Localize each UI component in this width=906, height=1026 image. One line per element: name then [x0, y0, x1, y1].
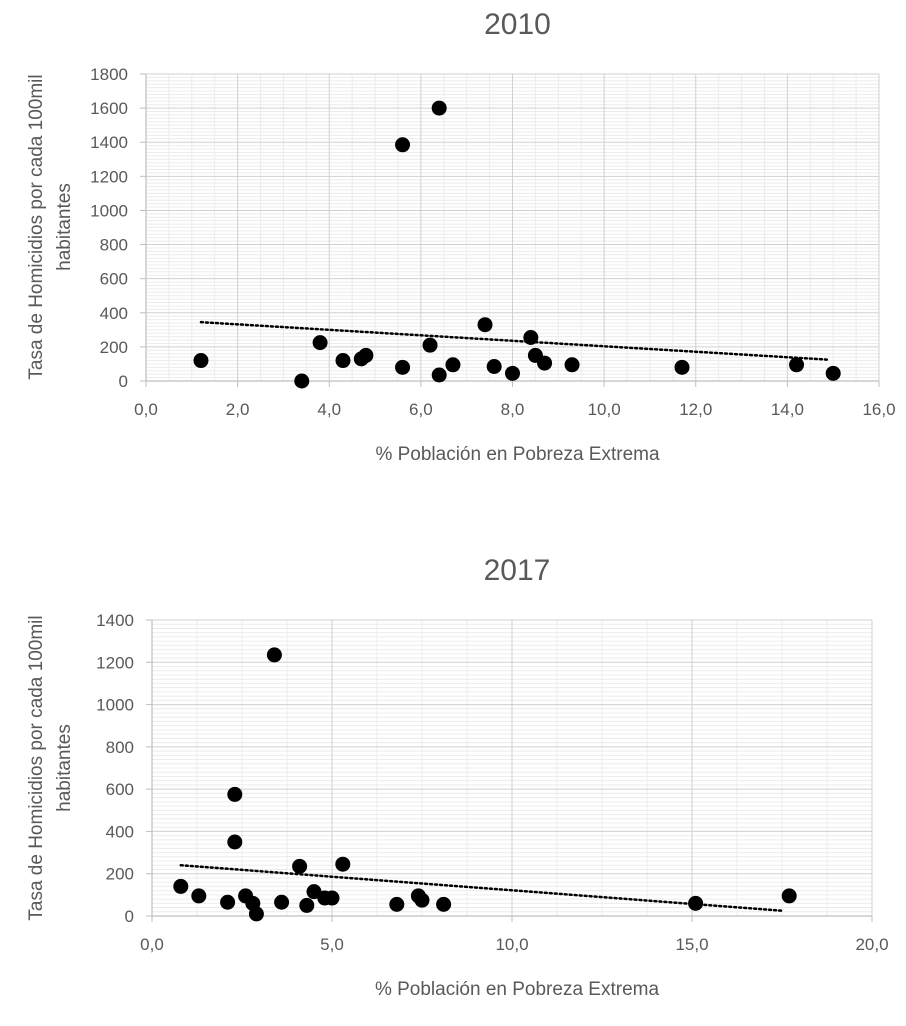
data-point — [173, 878, 189, 894]
data-point — [389, 896, 405, 912]
x-axis-label: % Población en Pobreza Extrema — [375, 444, 660, 465]
data-point — [227, 834, 243, 850]
data-point — [266, 647, 282, 663]
chart-title: 2010 — [484, 8, 551, 41]
y-tick-label: 1200 — [90, 167, 128, 186]
data-point — [227, 786, 243, 802]
data-point — [523, 330, 539, 346]
x-tick-label: 14,0 — [771, 400, 804, 419]
data-point — [781, 888, 797, 904]
y-tick-label: 0 — [125, 907, 134, 926]
x-tick-label: 0,0 — [140, 935, 164, 954]
data-point — [445, 357, 461, 373]
data-point — [537, 355, 553, 371]
data-point — [477, 317, 493, 333]
data-point — [431, 367, 447, 383]
x-tick-label: 15,0 — [675, 935, 708, 954]
data-point — [436, 896, 452, 912]
y-tick-label: 1400 — [90, 133, 128, 152]
data-point — [299, 897, 315, 913]
y-tick-label: 800 — [100, 236, 128, 255]
data-point — [789, 357, 805, 373]
y-tick-label: 600 — [106, 780, 134, 799]
data-point — [335, 353, 351, 369]
x-tick-label: 20,0 — [855, 935, 888, 954]
data-point — [422, 337, 438, 353]
data-point — [220, 894, 236, 910]
y-axis-label-line-1: Tasa de Homicidios por cada 100mil — [26, 615, 47, 920]
y-tick-label: 800 — [106, 738, 134, 757]
y-tick-label: 1400 — [96, 611, 134, 630]
data-point — [193, 353, 209, 369]
y-tick-label: 400 — [100, 304, 128, 323]
data-point — [414, 892, 430, 908]
y-tick-label: 1800 — [90, 65, 128, 84]
data-point — [486, 359, 502, 375]
y-tick-label: 1200 — [96, 653, 134, 672]
data-point — [248, 906, 264, 922]
y-tick-label: 1600 — [90, 99, 128, 118]
y-tick-label: 200 — [106, 865, 134, 884]
y-tick-label: 200 — [100, 338, 128, 357]
data-point — [274, 894, 290, 910]
data-point — [688, 895, 704, 911]
y-axis-label-line-2: habitantes — [54, 183, 75, 271]
data-point — [564, 357, 580, 373]
data-point — [674, 359, 690, 375]
data-point — [395, 359, 411, 375]
y-tick-label: 0 — [119, 372, 128, 391]
data-point — [505, 365, 520, 381]
x-tick-label: 10,0 — [495, 935, 528, 954]
x-tick-label: 0,0 — [134, 400, 158, 419]
x-tick-label: 2,0 — [226, 400, 250, 419]
x-tick-label: 16,0 — [862, 400, 895, 419]
x-tick-label: 10,0 — [588, 400, 621, 419]
data-point — [395, 137, 411, 153]
data-point — [825, 365, 841, 381]
data-point — [191, 888, 207, 904]
y-tick-label: 400 — [106, 822, 134, 841]
x-tick-label: 8,0 — [501, 400, 525, 419]
chart-title: 2017 — [484, 554, 551, 587]
data-point — [335, 856, 351, 872]
y-axis-label-line-2: habitantes — [54, 724, 75, 812]
y-tick-label: 1000 — [96, 696, 134, 715]
data-point — [306, 884, 322, 900]
x-axis-label: % Población en Pobreza Extrema — [375, 979, 660, 1000]
data-point — [312, 335, 328, 351]
x-tick-label: 4,0 — [317, 400, 341, 419]
data-point — [431, 100, 447, 116]
y-tick-label: 1000 — [90, 201, 128, 220]
trendline — [199, 320, 830, 361]
x-tick-label: 5,0 — [320, 935, 344, 954]
x-tick-label: 12,0 — [679, 400, 712, 419]
data-point — [324, 890, 340, 906]
trendline — [179, 864, 784, 912]
data-point — [292, 858, 308, 874]
x-tick-label: 6,0 — [409, 400, 433, 419]
data-point — [294, 373, 310, 389]
y-tick-label: 600 — [100, 270, 128, 289]
y-axis-label-line-1: Tasa de Homicidios por cada 100mil — [26, 74, 47, 379]
data-point — [358, 347, 374, 363]
